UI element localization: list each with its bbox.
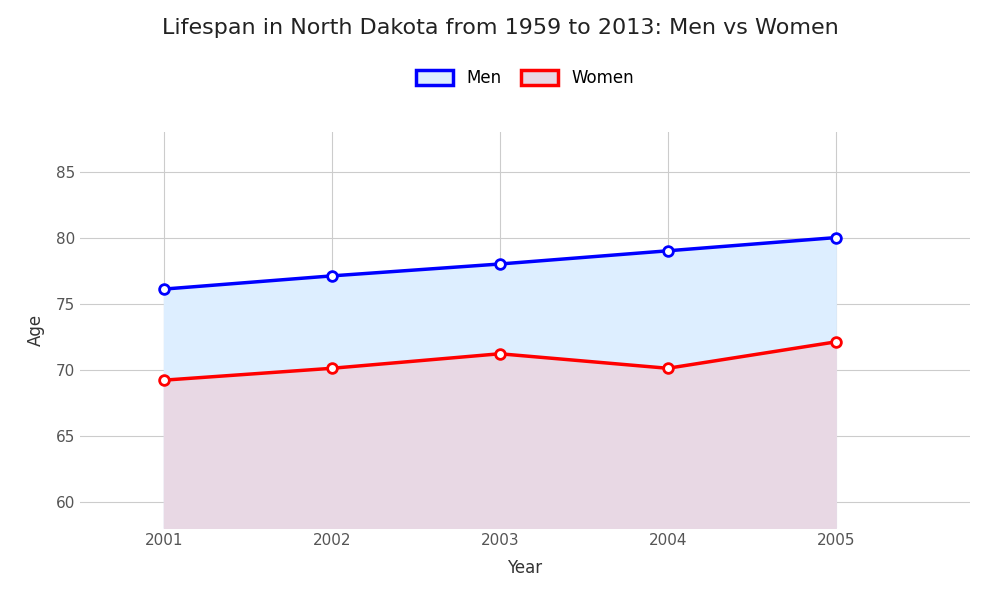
Y-axis label: Age: Age [27, 314, 45, 346]
Legend: Men, Women: Men, Women [416, 69, 634, 87]
Text: Lifespan in North Dakota from 1959 to 2013: Men vs Women: Lifespan in North Dakota from 1959 to 20… [162, 18, 838, 38]
X-axis label: Year: Year [507, 559, 543, 577]
